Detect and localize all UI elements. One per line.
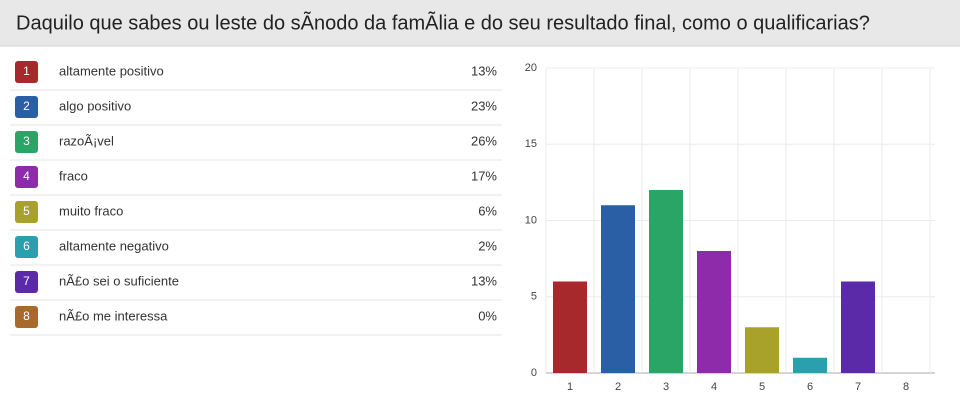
badge-number: 7 <box>23 274 30 288</box>
badge <box>15 236 38 258</box>
row-label: fraco <box>59 168 88 183</box>
row-percent: 6% <box>478 203 497 218</box>
x-tick-label: 7 <box>855 381 861 393</box>
badge <box>15 306 38 328</box>
badge <box>15 61 38 83</box>
row-percent: 17% <box>471 168 497 183</box>
row-percent: 23% <box>471 98 497 113</box>
y-tick-label: 0 <box>531 367 537 379</box>
row-percent: 2% <box>478 238 497 253</box>
row-label: altamente positivo <box>59 63 164 78</box>
x-tick-label: 4 <box>711 381 717 393</box>
row-percent: 0% <box>478 308 497 323</box>
y-tick-label: 5 <box>531 291 537 303</box>
bar <box>601 205 635 373</box>
chart-title: Daquilo que sabes ou leste do sÃnodo da … <box>16 10 870 34</box>
badge <box>15 166 38 188</box>
row-label: nÃ£o me interessa <box>59 308 168 323</box>
badge-number: 2 <box>23 99 30 113</box>
badge <box>15 271 38 293</box>
y-tick-label: 15 <box>525 138 537 150</box>
row-percent: 26% <box>471 133 497 148</box>
row-percent: 13% <box>471 273 497 288</box>
x-tick-label: 6 <box>807 381 813 393</box>
bar <box>649 190 683 373</box>
bar <box>793 357 827 373</box>
x-tick-label: 3 <box>663 381 669 393</box>
row-label: algo positivo <box>59 98 131 113</box>
row-label: razoÃ¡vel <box>59 133 114 148</box>
bar <box>841 281 875 373</box>
badge-number: 5 <box>23 204 30 218</box>
row-label: altamente negativo <box>59 238 169 253</box>
badge <box>15 131 38 153</box>
x-tick-label: 8 <box>903 381 909 393</box>
row-label: muito fraco <box>59 203 123 218</box>
row-percent: 13% <box>471 63 497 78</box>
badge-number: 1 <box>23 64 30 78</box>
bar <box>697 251 731 373</box>
badge-number: 4 <box>23 169 30 183</box>
bar <box>745 327 779 373</box>
badge-number: 8 <box>23 309 30 323</box>
bar <box>553 281 587 373</box>
badge <box>15 201 38 223</box>
badge-number: 3 <box>23 134 30 148</box>
y-tick-label: 10 <box>525 214 537 226</box>
header-bg <box>0 0 960 46</box>
y-tick-label: 20 <box>525 62 537 74</box>
row-label: nÃ£o sei o suficiente <box>59 273 179 288</box>
badge <box>15 96 38 118</box>
x-tick-label: 1 <box>567 381 573 393</box>
x-tick-label: 5 <box>759 381 765 393</box>
x-tick-label: 2 <box>615 381 621 393</box>
badge-number: 6 <box>23 239 30 253</box>
